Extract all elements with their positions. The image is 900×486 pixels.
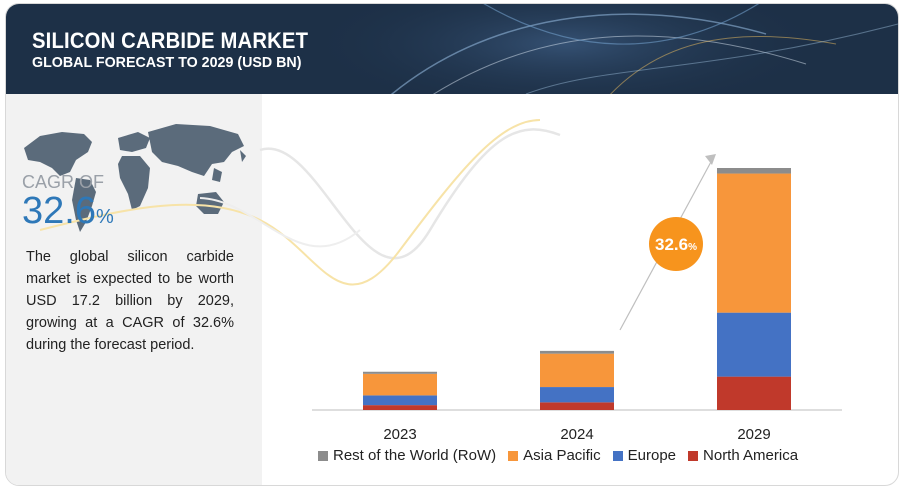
cagr-value: 32.6% — [22, 190, 114, 233]
bar-2024-north-america — [540, 402, 614, 410]
header-decoration — [306, 4, 898, 94]
cagr-badge-circle — [649, 217, 703, 271]
cagr-number: 32.6 — [22, 190, 96, 232]
bar-2024-rest-of-the-world-row — [540, 350, 614, 354]
legend-label-rest-of-world: Rest of the World (RoW) — [333, 447, 497, 464]
cagr-badge-unit: % — [688, 242, 697, 253]
bar-2023-rest-of-the-world-row — [363, 371, 437, 374]
bar-2029-asia-pacific — [717, 173, 791, 313]
cagr-badge: 32.6% — [649, 217, 703, 271]
legend-swatch-europe — [612, 450, 623, 461]
legend-item-europe: Europe — [612, 447, 677, 464]
legend-item-north-america: North America — [688, 447, 798, 464]
bar-2029-north-america — [717, 376, 791, 410]
bar-2024-europe — [540, 387, 614, 403]
legend-swatch-rest-of-world — [318, 450, 328, 461]
bar-2023-asia-pacific — [363, 373, 437, 396]
x-tick-label-2024: 2024 — [560, 426, 593, 443]
bar-2024-asia-pacific — [540, 353, 614, 388]
x-tick-labels: 2023 2024 2029 — [383, 426, 770, 443]
legend-swatch-north-america — [688, 450, 699, 461]
bar-group — [363, 168, 791, 410]
growth-arrow-head — [705, 154, 716, 165]
bar-2023-north-america — [363, 405, 437, 410]
legend-label-europe: Europe — [627, 447, 677, 464]
bar-2029-rest-of-the-world-row — [717, 168, 791, 174]
legend-swatch-asia-pacific — [508, 450, 519, 461]
market-description: The global silicon carbide market is exp… — [26, 249, 234, 353]
legend-label-north-america: North America — [703, 447, 799, 464]
cagr-badge-value: 32.6 — [655, 235, 688, 254]
cagr-percent: % — [95, 206, 114, 228]
page-subtitle: GLOBAL FORECAST TO 2029 (USD BN) — [32, 54, 302, 71]
bar-2029-europe — [717, 312, 791, 377]
page-title: SILICON CARBIDE MARKET — [32, 28, 309, 53]
header-banner: SILICON CARBIDE MARKET GLOBAL FORECAST T… — [6, 4, 898, 94]
legend-item-asia-pacific: Asia Pacific — [508, 447, 601, 464]
cagr-label: CAGR OF — [22, 172, 105, 192]
chart-legend: Rest of the World (RoW) Asia Pacific Eur… — [318, 447, 810, 464]
legend-label-asia-pacific: Asia Pacific — [523, 447, 601, 464]
x-tick-label-2023: 2023 — [383, 426, 416, 443]
svg-text:32.6%: 32.6% — [655, 235, 697, 254]
x-tick-label-2029: 2029 — [737, 426, 770, 443]
legend-item-rest-of-world: Rest of the World (RoW) — [318, 447, 496, 464]
bar-2023-europe — [363, 395, 437, 406]
